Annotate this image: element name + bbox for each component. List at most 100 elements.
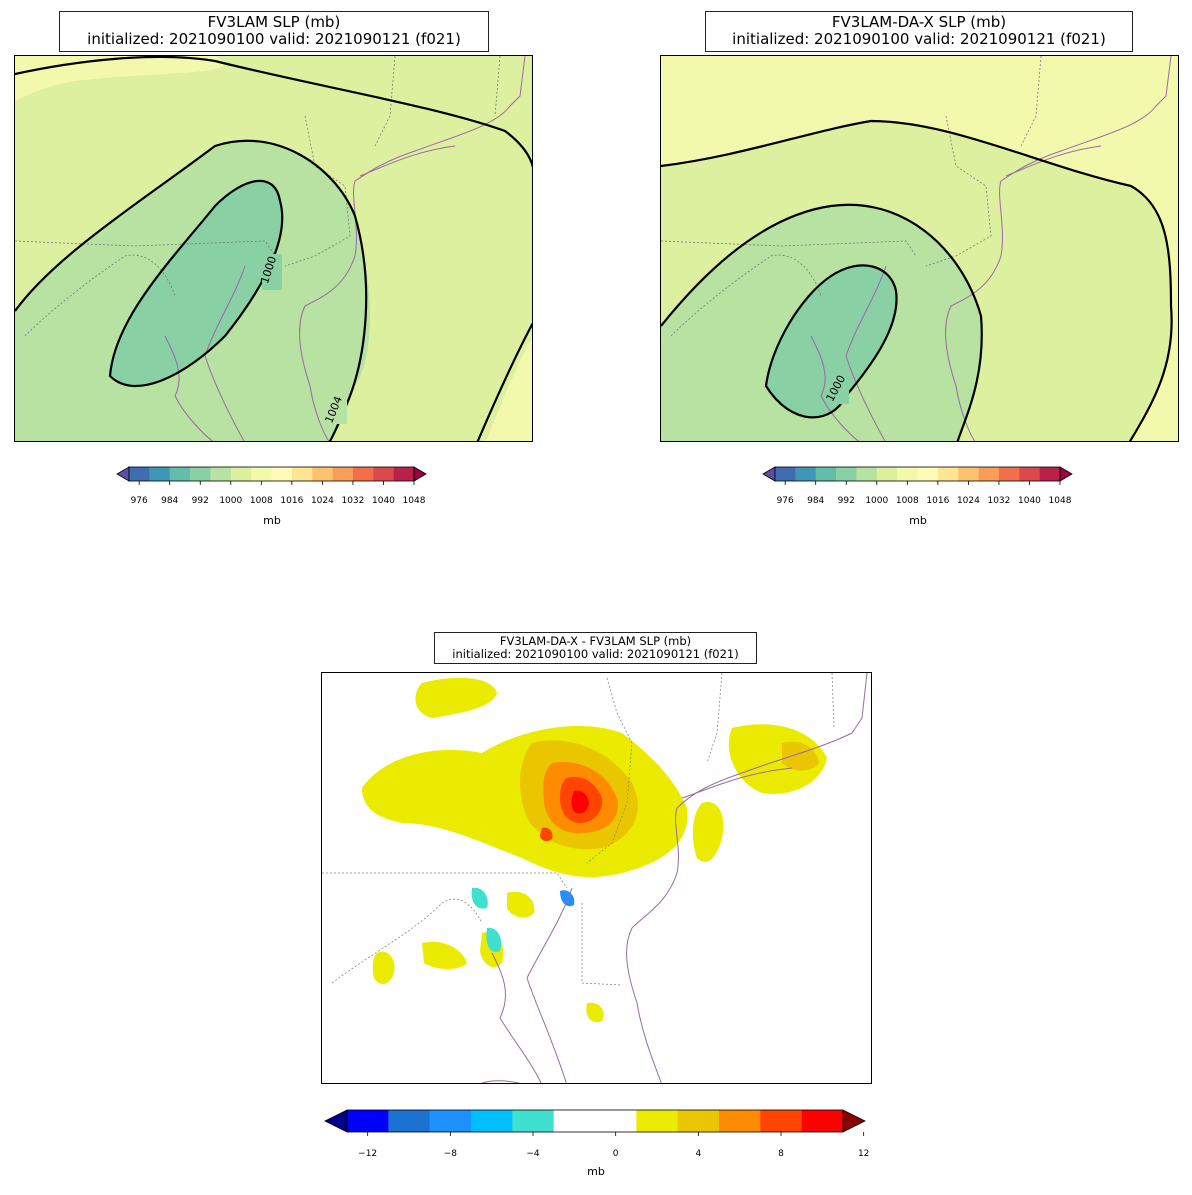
right-panel-title: FV3LAM-DA-X SLP (mb) initialized: 202109… (705, 11, 1133, 52)
right-colorbar-tick-label: 1024 (957, 496, 980, 506)
right-title-line1: FV3LAM-DA-X SLP (mb) (831, 13, 1007, 31)
bottom-title-line1: FV3LAM-DA-X - FV3LAM SLP (mb) (499, 634, 692, 648)
isobar-1008 (661, 119, 1173, 441)
difference-colorbar: −12 −8 −4 0 4 8 12 (324, 1109, 869, 1159)
left-colorbar-swatch (312, 467, 333, 481)
isobar-1000 (108, 179, 284, 387)
left-colorbar-swatch (251, 467, 272, 481)
diff-fill-neg6-neg8 (560, 890, 575, 907)
isobar-1008-south (476, 322, 532, 441)
left-colorbar-ticks: 976 984 992 1000 1008 1016 1024 1032 1040 1048 (131, 481, 426, 506)
right-title-line2: initialized: 2021090100 valid: 202109012… (732, 30, 1106, 49)
coastline (626, 673, 868, 1083)
difference-colorbar-ticks: −12 −8 −4 0 4 8 12 (358, 1132, 869, 1159)
left-title-line2: initialized: 2021090100 valid: 202109012… (87, 30, 461, 49)
difference-colorbar-tick-label: −8 (444, 1149, 458, 1159)
right-colorbar-unit: mb (909, 514, 927, 527)
difference-colorbar-swatch (471, 1110, 513, 1132)
right-colorbar-tick-label: 976 (777, 496, 794, 506)
diff-fill-2-4 (415, 677, 497, 718)
left-colorbar-tick-label: 1032 (341, 496, 364, 506)
left-colorbar-swatch (129, 467, 150, 481)
right-colorbar-tick-label: 1008 (896, 496, 919, 506)
right-colorbar-tick-label: 1016 (926, 496, 949, 506)
right-colorbar-swatch (978, 467, 1000, 481)
left-colorbar-extend-high (413, 466, 427, 482)
right-colorbar-extend-high (1059, 466, 1073, 482)
right-colorbar-swatch (937, 467, 959, 481)
isobar-1004 (15, 139, 368, 441)
left-colorbar-tick-label: 1040 (372, 496, 395, 506)
difference-colorbar-extend-high (842, 1109, 866, 1133)
right-slp-map: 1000 (660, 55, 1179, 442)
right-colorbar-swatch (836, 467, 857, 481)
left-colorbar-swatch (230, 467, 252, 481)
diff-fill-neg2-neg4 (471, 887, 488, 909)
left-colorbar-unit: mb (263, 514, 281, 527)
right-colorbar-swatch (876, 467, 898, 481)
left-colorbar-swatch (352, 467, 374, 481)
right-colorbar-swatch (1019, 467, 1040, 481)
difference-colorbar-swatch (760, 1110, 802, 1132)
difference-colorbar-swatches (324, 1109, 866, 1133)
right-colorbar-swatch (897, 467, 918, 481)
left-colorbar-tick-label: 976 (131, 496, 148, 506)
left-title-line1: FV3LAM SLP (mb) (207, 13, 341, 31)
diff-fill-10-12 (571, 790, 589, 814)
left-colorbar-swatch (332, 467, 354, 481)
difference-colorbar-tick-label: −12 (358, 1149, 377, 1159)
difference-colorbar-tick-label: 4 (695, 1149, 701, 1159)
left-panel-title: FV3LAM SLP (mb) initialized: 2021090100 … (59, 11, 489, 52)
long-island (359, 145, 456, 177)
left-colorbar-swatch (271, 467, 293, 481)
difference-colorbar-swatch (512, 1110, 554, 1132)
slp-fill-996-1000 (110, 180, 283, 387)
difference-colorbar-swatch (429, 1110, 472, 1132)
left-colorbar-swatch (291, 467, 313, 481)
left-slp-map: 1000 1004 (14, 55, 533, 442)
left-colorbar-tick-label: 1024 (311, 496, 334, 506)
slp-fill-1008-1016 (485, 339, 532, 441)
right-colorbar-swatch (815, 467, 837, 481)
left-colorbar-swatch (393, 467, 415, 481)
right-colorbar-tick-label: 984 (807, 496, 824, 506)
left-colorbar-swatch (210, 467, 232, 481)
difference-map (321, 672, 872, 1084)
bottom-panel-title: FV3LAM-DA-X - FV3LAM SLP (mb) initialize… (434, 632, 757, 665)
left-colorbar-tick-label: 1016 (280, 496, 303, 506)
right-colorbar-swatch (775, 467, 796, 481)
left-colorbar-tick-label: 992 (192, 496, 209, 506)
isobar-1004 (661, 203, 983, 441)
chesapeake-bay (204, 265, 246, 441)
difference-colorbar-tick-label: 8 (778, 1149, 784, 1159)
right-colorbar-extend-low (762, 466, 776, 482)
left-colorbar-swatches (116, 466, 427, 482)
state-border (322, 872, 568, 889)
right-colorbar-tick-label: 1040 (1018, 496, 1041, 506)
right-colorbar: 976 984 992 1000 1008 1016 1024 1032 1040 1048 (762, 466, 1073, 506)
coastline (945, 56, 1172, 441)
left-colorbar-tick-label: 1008 (250, 496, 273, 506)
left-colorbar-swatch (190, 467, 211, 481)
difference-colorbar-swatch (347, 1110, 389, 1132)
right-colorbar-swatch (1039, 467, 1061, 481)
right-colorbar-tick-label: 1000 (865, 496, 888, 506)
right-colorbar-tick-label: 1048 (1049, 496, 1072, 506)
left-colorbar-tick-label: 1048 (403, 496, 426, 506)
right-colorbar-swatch (998, 467, 1020, 481)
left-colorbar-swatch (149, 467, 171, 481)
right-colorbar-swatch (856, 467, 878, 481)
left-colorbar-swatch (373, 467, 394, 481)
difference-colorbar-swatch (553, 1110, 596, 1132)
long-island (681, 767, 793, 799)
bottom-title-line2: initialized: 2021090100 valid: 202109012… (452, 647, 739, 662)
right-colorbar-swatches (762, 466, 1073, 482)
left-colorbar-tick-label: 984 (161, 496, 178, 506)
difference-colorbar-swatch (719, 1110, 761, 1132)
difference-colorbar-swatch (677, 1110, 720, 1132)
left-colorbar-extend-low (116, 466, 130, 482)
difference-colorbar-tick-label: 0 (613, 1149, 619, 1159)
difference-colorbar-swatch (636, 1110, 678, 1132)
isobar-1000 (764, 264, 898, 419)
difference-colorbar-unit: mb (587, 1165, 605, 1178)
